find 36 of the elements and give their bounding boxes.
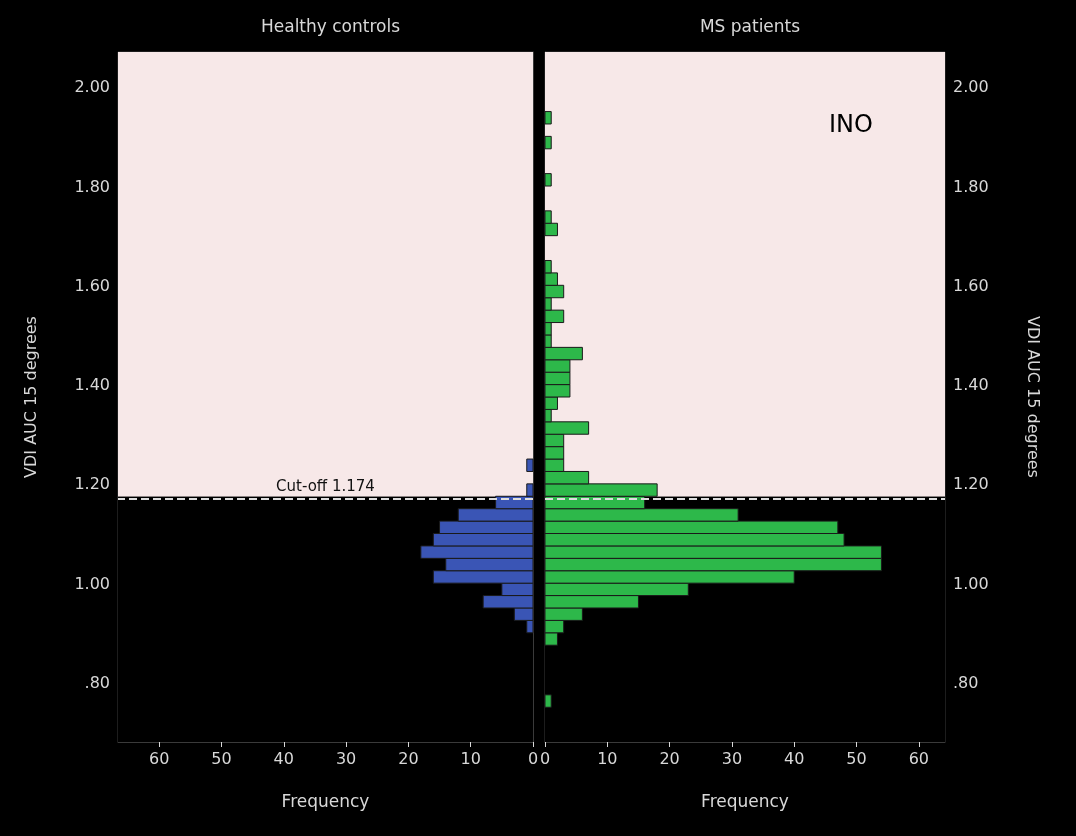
x-tick-label: 0 [539, 748, 551, 768]
y-axis-title: VDI AUC 15 degrees [1023, 316, 1043, 478]
y-tick-label: 1.20 [74, 474, 110, 494]
chart-title: Healthy controls [260, 15, 401, 36]
y-tick-label: 1.40 [74, 375, 110, 395]
x-tick-label: 60 [908, 748, 930, 768]
x-tick-label: 60 [148, 748, 170, 768]
x-tick-label: 10 [597, 748, 618, 768]
y-tick-label: 1.60 [74, 275, 110, 295]
y-tick-label: 1.80 [74, 176, 110, 196]
y-tick-label: 1.80 [953, 176, 989, 196]
x-tick-label: 30 [335, 748, 357, 768]
y-tick-label: 1.20 [953, 474, 989, 494]
x-tick-label: 50 [211, 748, 232, 768]
y-tick-label: 1.60 [953, 275, 989, 295]
y-tick-label: 1.00 [74, 573, 110, 593]
x-tick-label: 20 [398, 748, 419, 768]
x-tick-label: 0 [527, 748, 539, 768]
annotation: INO [829, 110, 873, 138]
y-tick-label: 2.00 [953, 77, 989, 97]
y-axis-title: VDI AUC 15 degrees [20, 316, 40, 478]
y-tick-label: .80 [84, 672, 110, 692]
chart-title: MS patients [699, 15, 801, 36]
x-tick-label: 10 [460, 748, 481, 768]
x-tick-label: 50 [846, 748, 867, 768]
y-tick-label: 1.00 [953, 573, 989, 593]
x-axis-title: Frequency [701, 790, 789, 811]
y-tick-label: .80 [953, 672, 979, 692]
ref-line-label: Cut-off 1.174 [276, 477, 375, 496]
x-tick-label: 30 [721, 748, 743, 768]
x-tick-label: 40 [273, 748, 294, 768]
x-tick-label: 20 [659, 748, 680, 768]
x-axis-title: Frequency [281, 790, 370, 811]
y-tick-label: 1.40 [953, 375, 989, 395]
x-tick-label: 40 [784, 748, 805, 768]
y-tick-label: 2.00 [74, 77, 110, 97]
